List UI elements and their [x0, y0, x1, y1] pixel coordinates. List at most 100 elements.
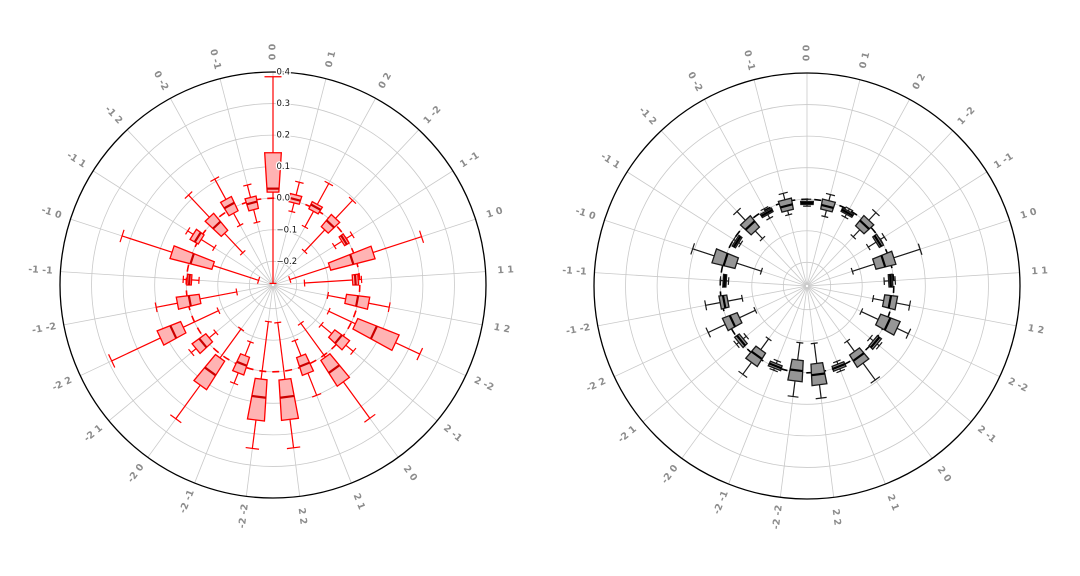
whisker-cap	[705, 327, 712, 338]
whisker-cap	[832, 359, 841, 364]
angle-label: 0 1	[324, 50, 339, 69]
box	[156, 320, 187, 346]
whisker-cap	[349, 231, 355, 239]
median-line	[873, 235, 883, 247]
whisker-cap	[690, 243, 696, 255]
radial-tick-label: 0.4	[277, 68, 291, 78]
whisker-cap	[908, 300, 912, 311]
grid-spoke	[92, 170, 273, 285]
whisker-cap	[738, 240, 744, 248]
whisker	[868, 212, 877, 221]
grid-spoke	[807, 287, 886, 485]
angle-label: -2 0	[660, 463, 681, 486]
whisker-cap	[765, 336, 772, 342]
box	[319, 352, 351, 388]
angle-label: -2 1	[616, 424, 639, 446]
boxplot-0_-2	[210, 176, 244, 228]
angle-label: -1 1	[65, 150, 88, 170]
boxplot--1_-1	[182, 273, 200, 286]
boxplot--2_-1	[229, 340, 254, 386]
left-polar-chart: 0.4 0.3 0.2 0.1 0.0 −0.1 −0.2 0 0 0 1 0 2 1 -2 1 -1…	[27, 42, 515, 530]
whisker	[190, 348, 197, 354]
boxplot-1_0	[288, 230, 425, 284]
median-line	[841, 208, 854, 217]
whisker-cap	[236, 223, 244, 228]
whisker	[182, 310, 219, 328]
boxplot-1_2	[326, 291, 391, 313]
whisker	[328, 310, 356, 325]
median-line	[723, 274, 727, 288]
median-line	[821, 203, 834, 210]
box	[175, 293, 202, 311]
whisker-cap	[169, 414, 182, 424]
radial-tick-label: 0.0	[277, 194, 291, 204]
whisker-cap	[348, 196, 357, 205]
median-line	[204, 366, 217, 377]
whisker	[879, 236, 885, 241]
whisker-cap	[216, 307, 221, 315]
whisker-cap	[821, 215, 829, 219]
whisker	[260, 321, 269, 380]
whisker	[253, 209, 258, 223]
whisker-cap	[871, 295, 875, 303]
whisker-cap	[787, 395, 799, 398]
median-line	[349, 254, 355, 265]
angle-label: 2 2	[296, 507, 309, 525]
boxplot-1_-1	[865, 232, 888, 251]
median-line	[310, 203, 322, 211]
whisker-cap	[154, 302, 158, 313]
boxplot--1_0	[690, 243, 764, 275]
angle-label: 2 -2	[472, 375, 495, 394]
angle-label: -1 2	[102, 104, 124, 126]
boxplot-1_-2	[850, 208, 880, 240]
angle-label: 1 -1	[992, 151, 1015, 171]
angle-label: -2 -1	[178, 488, 197, 515]
whisker-cap	[295, 180, 304, 184]
whisker-cap	[253, 220, 261, 224]
whisker	[896, 327, 909, 335]
boxplot-2_0	[297, 320, 376, 423]
median-line	[236, 360, 248, 367]
whisker	[304, 210, 315, 228]
boxplot--2_-2	[245, 320, 272, 450]
grid-spoke	[807, 286, 972, 423]
angle-label: 2 1	[351, 492, 367, 511]
grid-spoke	[807, 130, 954, 286]
whisker	[705, 302, 721, 306]
median-line	[732, 235, 742, 248]
whisker-cap	[274, 321, 282, 324]
whisker-cap	[773, 358, 782, 363]
angle-label: 0 -1	[207, 48, 223, 71]
median-line	[187, 295, 192, 307]
median-line	[750, 350, 763, 360]
whisker	[345, 344, 354, 352]
whisker-cap	[875, 341, 883, 350]
whisker-cap	[324, 180, 334, 187]
whisker-cap	[719, 276, 722, 285]
median-line	[169, 325, 178, 339]
whisker	[852, 263, 875, 272]
angle-label: 1 -2	[955, 105, 977, 127]
boxplot-2_2	[274, 321, 301, 450]
grid-spoke	[808, 272, 1020, 287]
whisker-cap	[841, 214, 849, 220]
whisker-cap	[326, 307, 331, 315]
whisker-cap	[239, 249, 246, 256]
boxplot--2_-2	[787, 341, 804, 398]
angle-label: 0 2	[376, 71, 394, 91]
angle-label: 1 1	[497, 264, 514, 276]
angle-label: 1 -2	[421, 104, 443, 126]
boxplot-0_1	[819, 192, 837, 219]
angle-label: -1 0	[574, 206, 597, 223]
median-line	[334, 334, 343, 345]
outer-circle	[593, 72, 1021, 500]
median-line	[279, 394, 295, 399]
median-line	[325, 219, 335, 229]
whisker	[208, 331, 217, 339]
whisker	[395, 342, 421, 355]
box	[193, 353, 226, 391]
median-line	[193, 231, 202, 243]
angle-label: -1 -1	[562, 265, 587, 278]
boxplot--2_2	[108, 307, 221, 368]
whisker-cap	[859, 308, 864, 315]
